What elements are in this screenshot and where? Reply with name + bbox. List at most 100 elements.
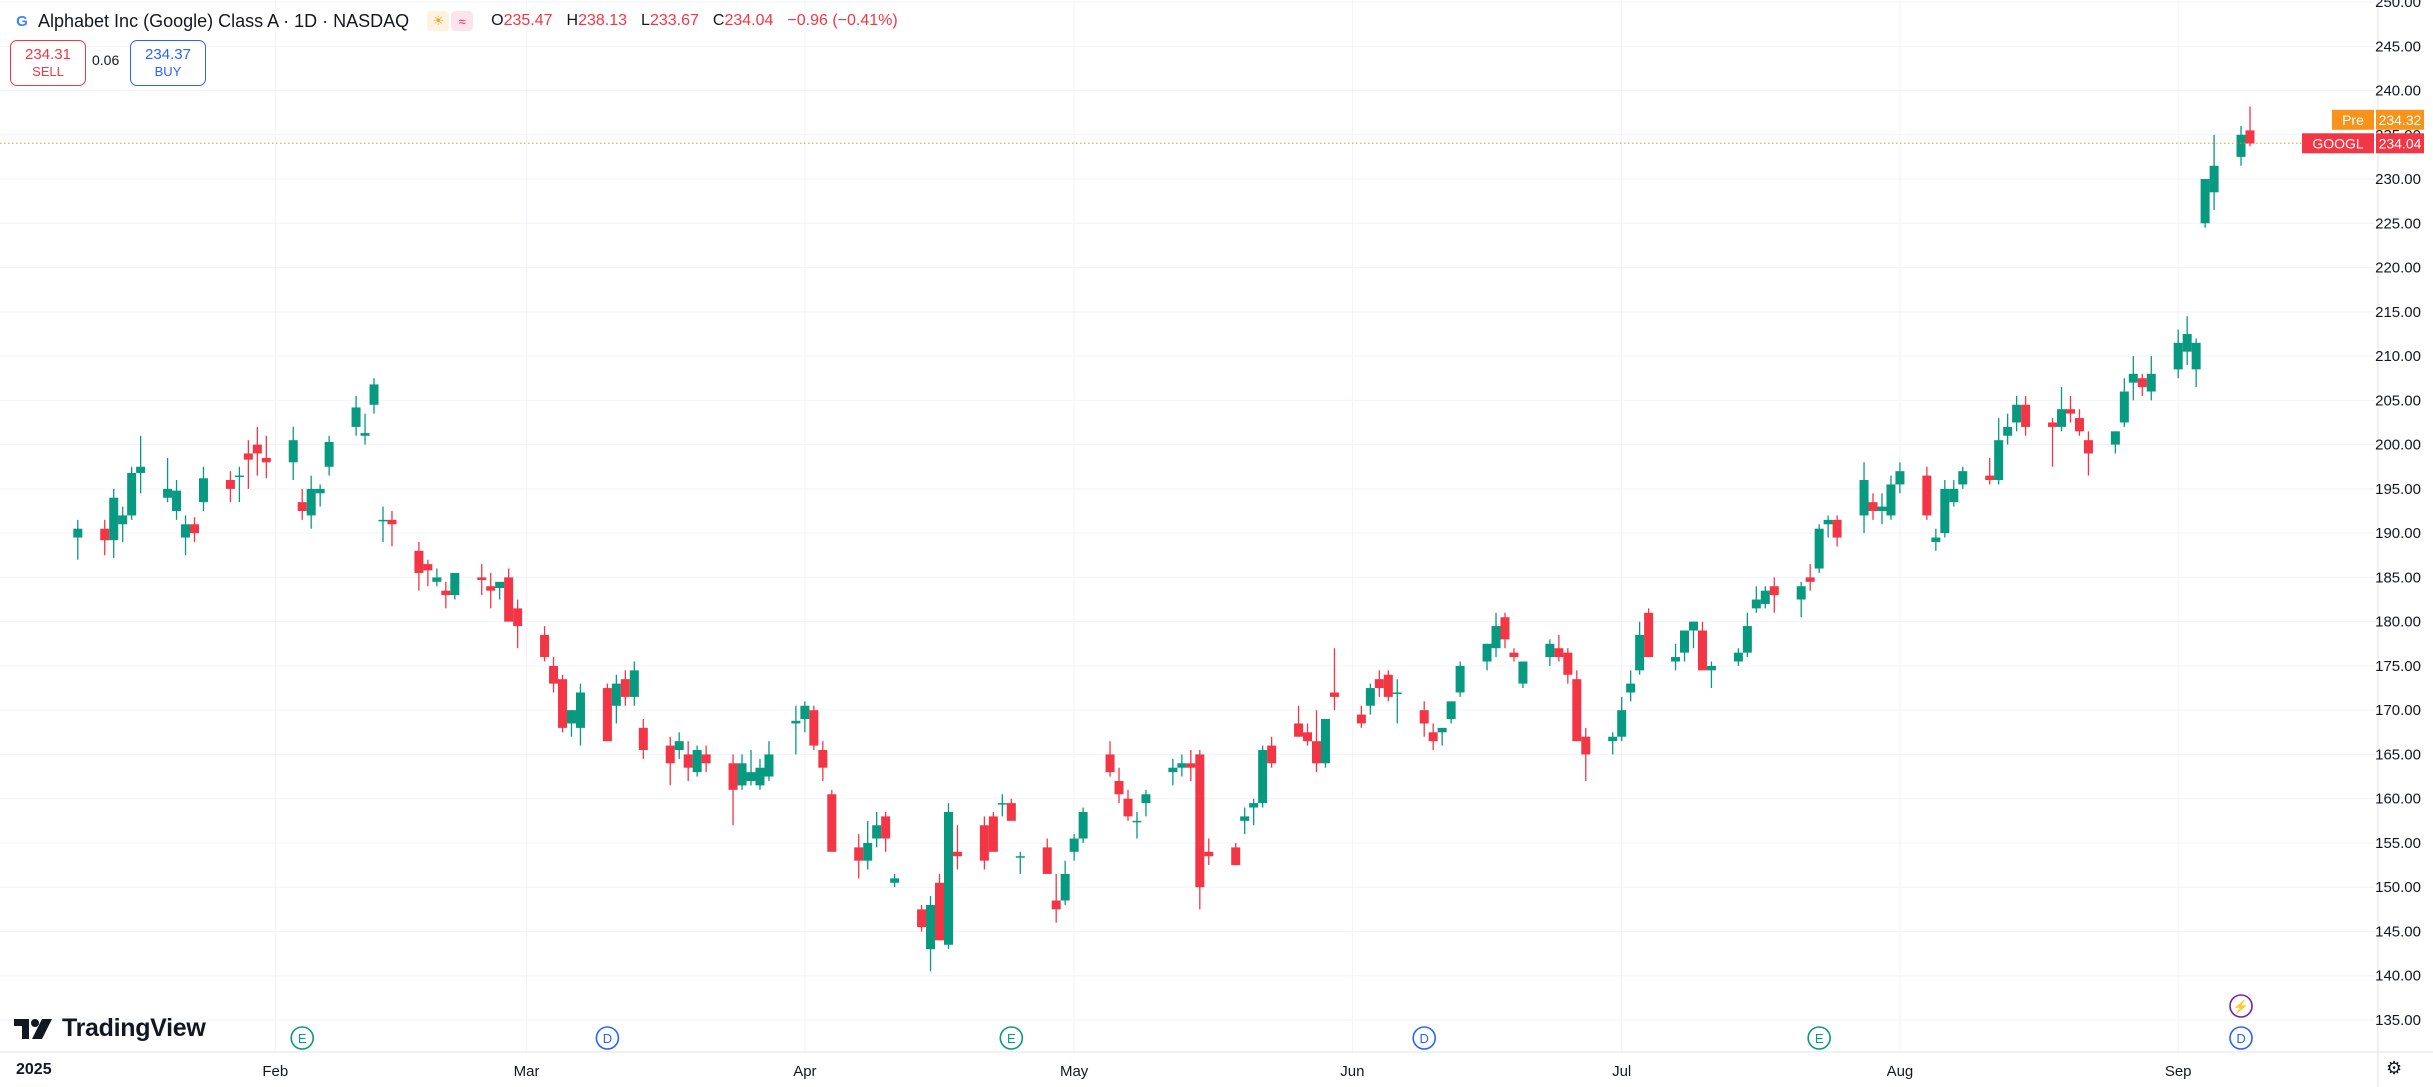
candle-body[interactable]: [1051, 900, 1061, 910]
candle-body[interactable]: [118, 515, 128, 525]
candle-body[interactable]: [549, 665, 559, 684]
candle-body[interactable]: [1437, 727, 1447, 733]
candle-body[interactable]: [198, 478, 208, 503]
candle-body[interactable]: [1195, 754, 1205, 888]
candle-body[interactable]: [1805, 577, 1815, 582]
candle-body[interactable]: [1877, 506, 1887, 511]
candle-body[interactable]: [1249, 803, 1259, 808]
candle-body[interactable]: [1680, 630, 1690, 653]
candle-body[interactable]: [1015, 856, 1025, 858]
candle-body[interactable]: [1581, 736, 1591, 755]
candle-body[interactable]: [863, 842, 873, 861]
candle-body[interactable]: [369, 384, 379, 405]
candle-body[interactable]: [306, 488, 316, 516]
candle-body[interactable]: [1706, 665, 1716, 671]
candle-body[interactable]: [414, 550, 424, 573]
candle-body[interactable]: [1042, 847, 1052, 874]
candle-body[interactable]: [243, 453, 253, 460]
candle-body[interactable]: [854, 847, 864, 861]
dividend-event-marker[interactable]: [595, 1026, 620, 1050]
candle-body[interactable]: [1329, 692, 1339, 697]
candle-body[interactable]: [2057, 409, 2067, 427]
candle-body[interactable]: [127, 472, 137, 516]
candle-body[interactable]: [728, 763, 738, 790]
candle-body[interactable]: [288, 440, 298, 463]
candle-body[interactable]: [1231, 847, 1241, 866]
candle-body[interactable]: [1392, 692, 1402, 694]
candle-body[interactable]: [1240, 816, 1250, 821]
candle-body[interactable]: [2200, 179, 2210, 224]
candle-body[interactable]: [2182, 333, 2192, 352]
candle-body[interactable]: [1949, 488, 1959, 503]
candle-body[interactable]: [2128, 373, 2138, 383]
candle-body[interactable]: [755, 767, 765, 786]
candle-body[interactable]: [997, 803, 1007, 805]
candle-body[interactable]: [513, 608, 523, 627]
earnings-event-marker[interactable]: [1807, 1026, 1831, 1050]
candle-body[interactable]: [1733, 652, 1743, 662]
candle-body[interactable]: [2173, 342, 2183, 370]
candle-body[interactable]: [1060, 873, 1070, 901]
candle-body[interactable]: [1868, 502, 1878, 511]
candle-body[interactable]: [791, 720, 801, 724]
candle-body[interactable]: [629, 670, 639, 697]
dividend-event-marker[interactable]: [2229, 1026, 2253, 1050]
candle-body[interactable]: [252, 444, 262, 454]
candle-body[interactable]: [1114, 780, 1124, 795]
candle-body[interactable]: [2048, 422, 2058, 427]
candle-body[interactable]: [1671, 657, 1681, 662]
candle-body[interactable]: [1374, 679, 1384, 689]
candle-body[interactable]: [1078, 811, 1088, 839]
candle-body[interactable]: [1177, 763, 1187, 768]
candle-body[interactable]: [1751, 599, 1761, 609]
candle-body[interactable]: [746, 772, 756, 781]
sell-button[interactable]: 234.31 SELL: [10, 40, 86, 86]
candle-body[interactable]: [1796, 586, 1806, 600]
candle-body[interactable]: [2137, 378, 2147, 388]
candle-body[interactable]: [1123, 798, 1133, 817]
candle-body[interactable]: [1545, 643, 1555, 658]
candle-body[interactable]: [737, 763, 747, 786]
candle-body[interactable]: [477, 577, 487, 581]
candle-body[interactable]: [495, 581, 505, 589]
candle-body[interactable]: [1832, 519, 1842, 538]
candle-body[interactable]: [827, 794, 837, 852]
candle-body[interactable]: [890, 878, 900, 883]
candle-body[interactable]: [2236, 134, 2246, 157]
candle-body[interactable]: [674, 741, 684, 751]
split-event-marker[interactable]: [2229, 994, 2253, 1018]
candle-body[interactable]: [1626, 683, 1636, 693]
candle-body[interactable]: [638, 727, 648, 751]
candle-body[interactable]: [1697, 630, 1707, 671]
candle-body[interactable]: [1940, 488, 1950, 534]
candle-body[interactable]: [136, 466, 146, 473]
candle-body[interactable]: [881, 816, 891, 839]
candle-body[interactable]: [1563, 652, 1573, 675]
candle-body[interactable]: [1132, 820, 1142, 823]
candle-body[interactable]: [952, 851, 962, 857]
tradingview-logo[interactable]: TradingView: [14, 1014, 206, 1043]
candle-body[interactable]: [504, 577, 514, 622]
candle-body[interactable]: [100, 528, 110, 541]
candle-body[interactable]: [432, 577, 442, 582]
candle-body[interactable]: [2119, 391, 2129, 423]
candle-body[interactable]: [872, 825, 882, 839]
candle-body[interactable]: [324, 441, 334, 467]
candle-body[interactable]: [486, 586, 496, 591]
candle-body[interactable]: [2209, 165, 2219, 193]
candle-body[interactable]: [1455, 665, 1465, 693]
candle-body[interactable]: [378, 519, 388, 522]
candle-body[interactable]: [2110, 431, 2120, 445]
candle-body[interactable]: [2003, 426, 2013, 436]
candle-body[interactable]: [1985, 475, 1995, 481]
candle-body[interactable]: [387, 519, 397, 525]
candle-body[interactable]: [225, 480, 235, 489]
candle-body[interactable]: [1895, 471, 1905, 485]
candle-body[interactable]: [1356, 714, 1366, 724]
candle-body[interactable]: [315, 488, 325, 494]
candle-body[interactable]: [1204, 851, 1214, 857]
candle-body[interactable]: [1644, 612, 1654, 658]
candle-body[interactable]: [1922, 475, 1932, 516]
candle-body[interactable]: [1303, 732, 1313, 742]
candle-body[interactable]: [163, 488, 173, 498]
